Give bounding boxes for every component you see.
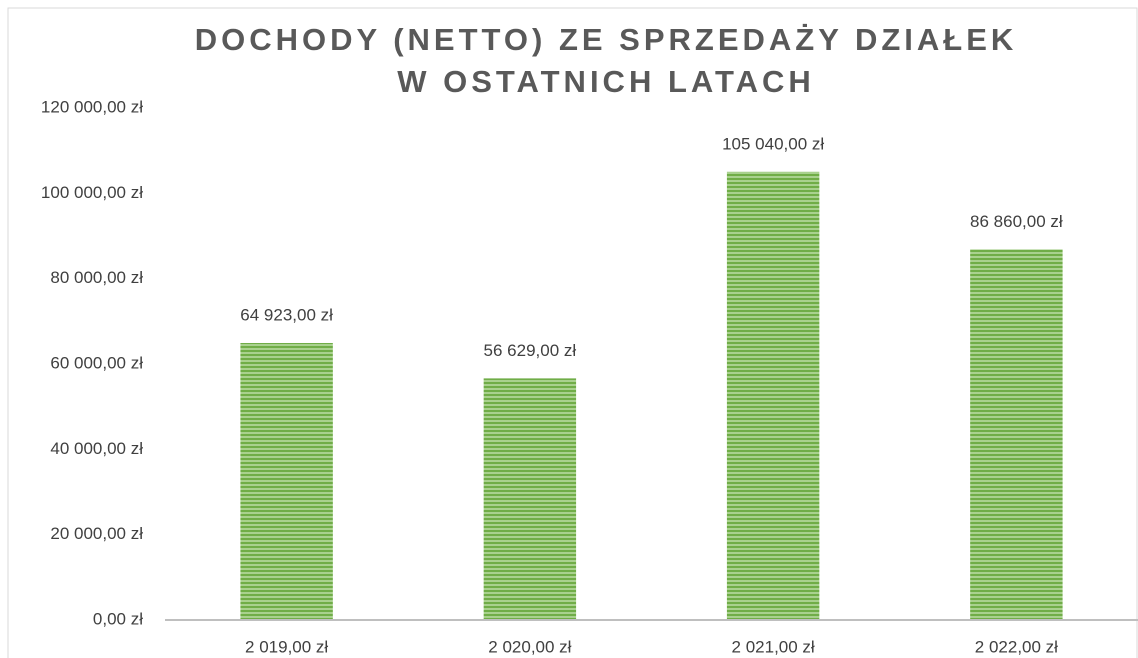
y-tick-label: 120 000,00 zł	[41, 97, 143, 116]
data-label: 86 860,00 zł	[970, 212, 1063, 231]
chart-border	[7, 7, 1138, 658]
y-tick-label: 100 000,00 zł	[41, 183, 143, 202]
y-tick-label: 0,00 zł	[93, 609, 143, 628]
bar	[970, 249, 1063, 620]
data-label: 56 629,00 zł	[484, 341, 577, 360]
x-tick-label: 2 019,00 zł	[245, 637, 328, 656]
chart-title: DOCHODY (NETTO) ZE SPRZEDAŻY DZIAŁEK	[195, 22, 1018, 57]
bar	[726, 171, 820, 620]
y-tick-label: 60 000,00 zł	[50, 353, 143, 372]
data-label: 105 040,00 zł	[722, 134, 824, 153]
data-label: 64 923,00 zł	[240, 305, 333, 324]
y-tick-label: 40 000,00 zł	[50, 439, 143, 458]
x-tick-label: 2 022,00 zł	[975, 637, 1058, 656]
bar	[483, 378, 577, 620]
chart-title: W OSTATNICH LATACH	[397, 64, 815, 99]
x-tick-label: 2 021,00 zł	[732, 637, 815, 656]
x-tick-label: 2 020,00 zł	[488, 637, 571, 656]
y-tick-label: 20 000,00 zł	[50, 524, 143, 543]
bar	[240, 342, 333, 620]
y-tick-label: 80 000,00 zł	[50, 268, 143, 287]
